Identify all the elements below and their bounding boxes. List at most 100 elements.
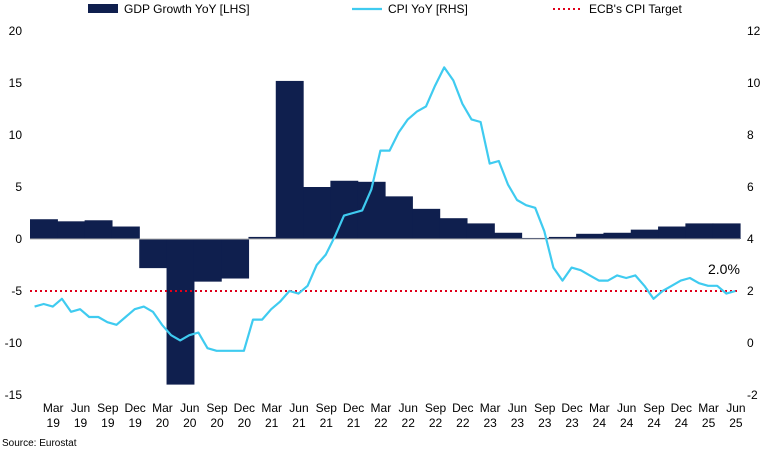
x-tick-month: Dec: [234, 401, 255, 415]
x-tick-year: 19: [74, 416, 88, 430]
x-tick-year: 24: [593, 416, 607, 430]
x-tick-month: Dec: [452, 401, 473, 415]
x-tick-year: 22: [456, 416, 470, 430]
x-tick-month: Mar: [371, 401, 392, 415]
x-tick-year: 20: [238, 416, 252, 430]
gdp-bar: [193, 239, 222, 282]
gdp-bar: [494, 232, 523, 239]
gdp-bar: [712, 223, 741, 239]
gdp-bar: [248, 236, 277, 239]
cpi-series: [34, 66, 736, 352]
gdp-bar: [685, 223, 714, 239]
x-tick-year: 24: [620, 416, 634, 430]
gdp-bar: [221, 239, 250, 279]
y-left-tick-label: 15: [9, 76, 23, 90]
y-right-tick-label: 8: [747, 128, 754, 142]
y-left-tick-label: 0: [15, 232, 22, 246]
x-tick-year: 23: [538, 416, 552, 430]
x-tick-month: Sep: [206, 401, 228, 415]
x-tick-year: 21: [347, 416, 361, 430]
gdp-bar: [658, 226, 686, 239]
y-left-tick-label: -5: [11, 284, 22, 298]
x-tick-month: Mar: [152, 401, 173, 415]
x-tick-year: 21: [292, 416, 306, 430]
legend-label: GDP Growth YoY [LHS]: [124, 2, 250, 16]
gdp-bar: [166, 239, 195, 385]
x-tick-year: 22: [429, 416, 443, 430]
x-tick-year: 21: [320, 416, 334, 430]
y-left-tick-label: 20: [9, 24, 23, 38]
x-tick-month: Sep: [97, 401, 119, 415]
x-tick-month: Dec: [343, 401, 364, 415]
y-left-tick-label: -15: [5, 388, 23, 402]
x-tick-year: 25: [702, 416, 716, 430]
x-tick-year: 23: [511, 416, 525, 430]
x-tick-year: 21: [265, 416, 279, 430]
gdp-bar: [521, 237, 550, 239]
gdp-bar: [30, 219, 58, 239]
gdp-bar: [57, 221, 86, 239]
y-right-tick-label: 2: [747, 284, 754, 298]
x-tick-month: Jun: [399, 401, 418, 415]
x-tick-month: Mar: [589, 401, 610, 415]
x-tick-month: Jun: [726, 401, 745, 415]
gdp-bar: [385, 196, 413, 239]
x-tick-month: Dec: [671, 401, 692, 415]
x-tick-month: Jun: [289, 401, 308, 415]
x-tick-month: Mar: [261, 401, 282, 415]
x-axis: Mar19Jun19Sep19Dec19Mar20Jun20Sep20Dec20…: [43, 401, 746, 430]
x-tick-month: Jun: [71, 401, 90, 415]
x-tick-year: 20: [183, 416, 197, 430]
x-tick-month: Jun: [617, 401, 636, 415]
x-tick-month: Dec: [124, 401, 145, 415]
legend-swatch-gdp: [88, 4, 118, 13]
x-tick-month: Mar: [43, 401, 64, 415]
x-tick-year: 23: [483, 416, 497, 430]
y-right-tick-label: 4: [747, 232, 754, 246]
cpi-line: [34, 66, 736, 352]
gdp-bar: [330, 180, 359, 239]
gdp-bar: [630, 229, 659, 239]
x-tick-year: 19: [101, 416, 115, 430]
x-tick-month: Sep: [425, 401, 447, 415]
gdp-bar: [111, 226, 140, 239]
x-tick-year: 20: [210, 416, 224, 430]
gdp-series: [30, 80, 741, 385]
legend: GDP Growth YoY [LHS] CPI YoY [RHS] ECB's C…: [88, 2, 682, 16]
y-left-tick-label: -10: [5, 336, 23, 350]
gdp-bar: [466, 223, 495, 239]
x-tick-month: Sep: [534, 401, 556, 415]
legend-label: CPI YoY [RHS]: [388, 2, 468, 16]
x-tick-year: 24: [647, 416, 661, 430]
gdp-bar: [412, 208, 441, 239]
y-axis-right: 12 10 8 6 4 2 0 -2: [747, 24, 761, 402]
gdp-bar: [275, 80, 304, 239]
y-right-tick-label: 0: [747, 336, 754, 350]
y-axis-left: 20 15 10 5 0 -5 -10 -15: [5, 24, 23, 402]
x-tick-month: Jun: [508, 401, 527, 415]
legend-label: ECB's CPI Target: [589, 2, 682, 16]
gdp-bar: [139, 239, 168, 269]
x-tick-year: 22: [374, 416, 388, 430]
y-left-tick-label: 5: [15, 180, 22, 194]
gdp-bar: [548, 236, 577, 239]
x-tick-year: 20: [156, 416, 170, 430]
gdp-bar: [603, 232, 632, 239]
y-right-tick-label: 6: [747, 180, 754, 194]
y-right-tick-label: 12: [747, 24, 761, 38]
x-tick-month: Dec: [561, 401, 582, 415]
gdp-bar: [84, 220, 113, 239]
x-tick-month: Sep: [316, 401, 338, 415]
x-tick-year: 19: [128, 416, 142, 430]
gdp-bar: [439, 218, 468, 239]
x-tick-month: Mar: [698, 401, 719, 415]
x-tick-year: 25: [729, 416, 743, 430]
x-tick-year: 19: [47, 416, 61, 430]
x-tick-month: Jun: [180, 401, 199, 415]
x-tick-year: 23: [565, 416, 579, 430]
gdp-bar: [576, 233, 605, 239]
y-right-tick-label: 10: [747, 76, 761, 90]
target-annotation: 2.0%: [708, 261, 740, 277]
gdp-bar: [303, 187, 331, 239]
